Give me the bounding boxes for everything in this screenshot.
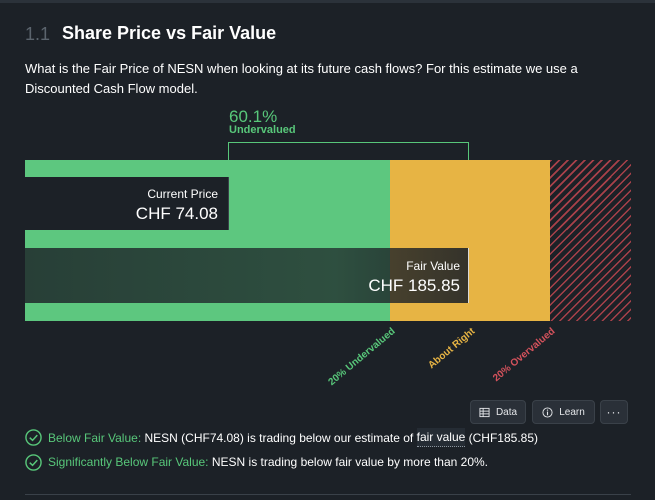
bottom-divider xyxy=(25,494,631,495)
overvalued-axis-label: 20% Overvalued xyxy=(490,326,558,385)
current-price-label: Current Price xyxy=(147,187,218,201)
check-significantly-below: Significantly Below Fair Value: NESN is … xyxy=(25,453,488,471)
fair-value-bar xyxy=(25,248,469,303)
table-icon xyxy=(479,407,490,417)
fair-value-label: Fair Value xyxy=(406,259,460,273)
about-right-zone-top xyxy=(390,177,550,230)
section-number: 1.1 xyxy=(25,24,51,44)
overvalued-zone-top xyxy=(550,177,631,230)
data-button[interactable]: Data xyxy=(470,400,526,424)
section-title: Share Price vs Fair Value xyxy=(62,23,277,43)
check-title: Significantly Below Fair Value: xyxy=(48,455,209,469)
check-text-before: NESN (CHF74.08) is trading below our est… xyxy=(141,430,417,445)
discount-label: Undervalued xyxy=(229,124,296,136)
about-right-axis-label: About Right xyxy=(426,326,478,372)
check-text: NESN is trading below fair value by more… xyxy=(208,455,488,469)
learn-button[interactable]: Learn xyxy=(532,400,595,424)
check-circle-icon xyxy=(25,429,42,446)
more-options-button[interactable]: ··· xyxy=(600,400,628,424)
discount-bracket xyxy=(228,142,469,160)
learn-button-label: Learn xyxy=(559,406,585,418)
undervalued-axis-label: 20% Undervalued xyxy=(326,326,398,389)
current-price-value: CHF 74.08 xyxy=(135,204,218,223)
top-divider xyxy=(0,0,655,3)
undervalued-zone-top xyxy=(229,177,390,230)
fair-value-value: CHF 185.85 xyxy=(368,276,460,295)
check-title: Below Fair Value: xyxy=(48,430,142,445)
discount-percent: 60.1% xyxy=(229,107,278,126)
check-text-after: (CHF185.85) xyxy=(465,430,539,445)
section-description: What is the Fair Price of NESN when look… xyxy=(25,61,578,96)
check-below-fair-value: Below Fair Value: NESN (CHF74.08) is tra… xyxy=(25,428,538,447)
data-button-label: Data xyxy=(495,406,518,418)
info-icon xyxy=(542,406,553,418)
current-price-bar xyxy=(25,177,229,230)
fair-value-link[interactable]: fair value xyxy=(416,428,466,447)
check-circle-icon xyxy=(25,453,42,471)
